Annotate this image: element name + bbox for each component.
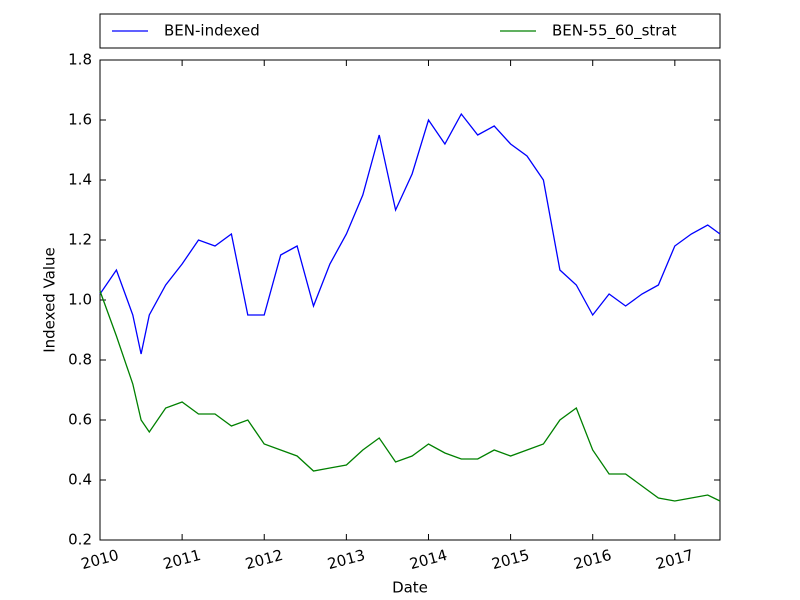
legend-label: BEN-55_60_strat: [552, 22, 677, 41]
y-tick-label: 1.4: [68, 171, 92, 189]
y-tick-label: 1.8: [68, 51, 92, 69]
y-axis-label: Indexed Value: [41, 247, 59, 353]
y-tick-label: 1.6: [68, 111, 92, 129]
y-tick-label: 0.6: [68, 411, 92, 429]
y-tick-label: 0.4: [68, 471, 92, 489]
y-tick-label: 0.2: [68, 531, 92, 549]
legend: [99, 13, 721, 49]
legend-label: BEN-indexed: [164, 22, 260, 40]
y-tick-label: 0.8: [68, 351, 92, 369]
y-tick-label: 1.2: [68, 231, 92, 249]
series-line: [99, 112, 721, 355]
y-tick-label: 1.0: [68, 291, 92, 309]
x-axis-label: Date: [392, 579, 428, 597]
series-line: [99, 290, 721, 502]
